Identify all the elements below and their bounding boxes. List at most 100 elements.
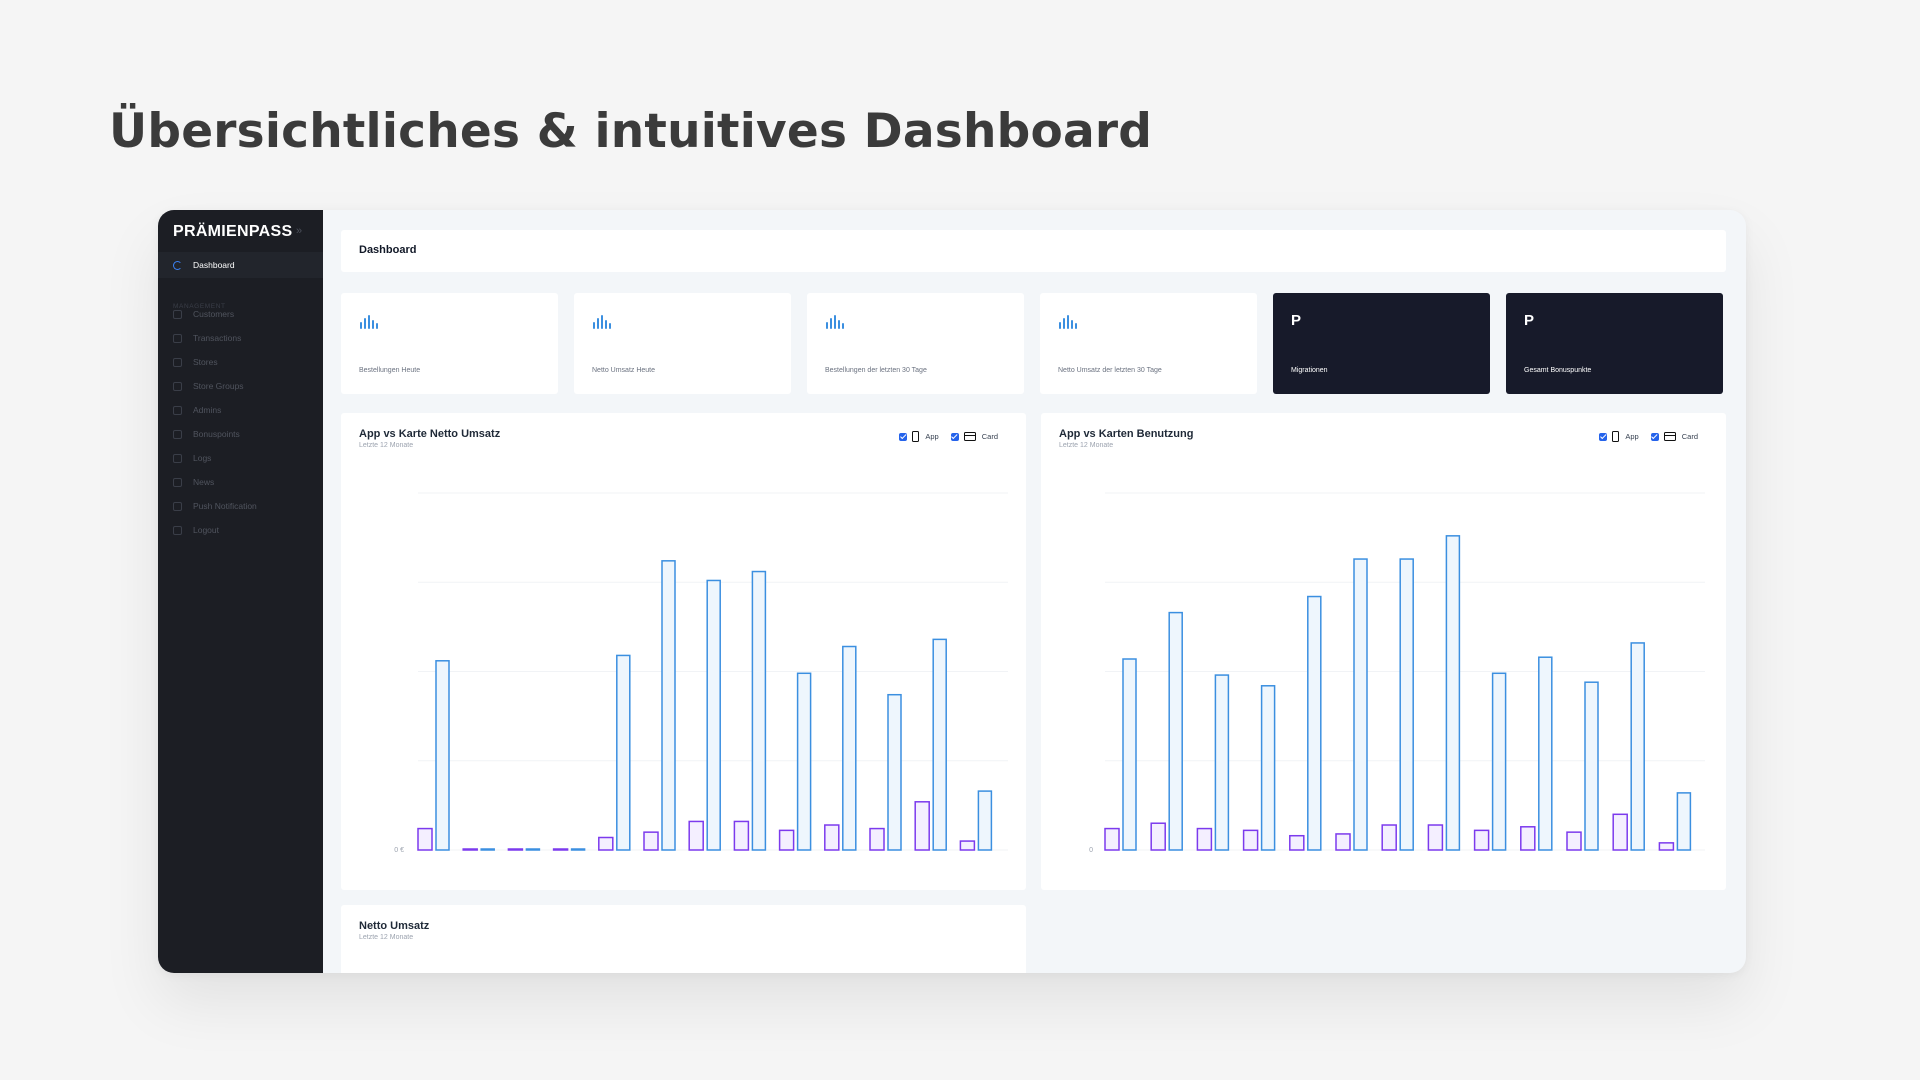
bar-card-4 [1307,595,1322,851]
bar-app-11 [914,801,930,851]
legend-app-label: App [1625,432,1639,441]
chart-panel-netto-umsatz: Netto Umsatz Letzte 12 Monate [341,905,1026,973]
chart-title: App vs Karten Benutzung [1059,428,1194,440]
bar-card-11 [1630,642,1645,851]
y-tick-label: 0 [1089,847,1093,854]
bar-app-9 [1520,826,1536,851]
phone-icon [1612,431,1620,442]
sidebar-item-label: Logout [193,525,219,535]
stat-card-3[interactable]: Netto Umsatz der letzten 30 Tage [1040,293,1257,394]
bar-app-8 [778,829,795,851]
sidebar-item-6[interactable]: Logs [173,451,211,465]
bar-chart-karten-benutzung: 0 [1089,492,1705,854]
credit-card-icon [963,432,976,441]
admin-icon [173,405,182,415]
stat-card-4[interactable]: P Migrationen [1273,293,1490,394]
sidebar-item-3[interactable]: Store Groups [173,379,244,393]
sidebar-item-5[interactable]: Bonuspoints [173,427,240,441]
chart-panel-netto-umsatz-app-karte: App vs Karte Netto Umsatz Letzte 12 Mona… [341,413,1026,890]
sidebar-item-label: News [193,477,215,487]
app-checkbox[interactable] [1599,432,1608,441]
bar-app-2 [507,848,524,851]
bar-card-2 [525,848,541,851]
bar-chart-icon [593,315,611,329]
bar-card-10 [1584,681,1599,851]
sidebar-item-2[interactable]: Stores [173,355,218,369]
bar-app-0 [417,827,433,851]
stat-card-label: Netto Umsatz der letzten 30 Tage [1058,367,1162,374]
bar-chart-netto-umsatz: 0 € [394,492,1008,854]
stat-card-5[interactable]: P Gesamt Bonuspunkte [1506,293,1723,394]
bar-card-11 [932,638,947,851]
bar-card-1 [1168,611,1183,851]
bar-card-3 [1260,685,1276,851]
bar-card-0 [435,660,450,851]
topbar: Dashboard [341,230,1726,272]
sidebar-item-label: Store Groups [193,381,244,391]
brand-logo[interactable]: PRÄMIENPASS [173,223,293,240]
bar-app-1 [1150,822,1166,851]
bell-icon [173,501,182,511]
stat-card-1[interactable]: Netto Umsatz Heute [574,293,791,394]
page-title: Dashboard [359,244,417,256]
sidebar: PRÄMIENPASS » Dashboard MANAGEMENT Custo… [158,210,323,973]
points-logo-icon: P [1291,312,1302,329]
bar-card-8 [796,672,812,851]
bar-card-9 [842,645,857,851]
page-headline: Übersichtliches & intuitives Dashboard [109,104,1153,159]
sidebar-section-label: MANAGEMENT [173,303,226,310]
legend-app-label: App [925,432,939,441]
collapse-icon[interactable]: » [296,225,303,237]
store-group-icon [173,381,182,391]
sidebar-item-dashboard-row[interactable]: Dashboard [173,258,235,272]
bar-app-6 [688,820,704,851]
bar-app-8 [1473,829,1490,851]
stat-card-label: Bestellungen Heute [359,367,421,374]
credit-card-icon [1663,432,1676,441]
bar-app-4 [1289,834,1305,851]
sidebar-item-4[interactable]: Admins [173,403,221,417]
bar-card-8 [1491,672,1507,851]
sidebar-item-label: Stores [193,357,218,367]
y-tick-label: 0 € [394,847,404,854]
bar-app-11 [1612,813,1628,851]
stat-card-label: Netto Umsatz Heute [592,367,656,374]
stat-card-label: Bestellungen der letzten 30 Tage [825,367,927,374]
bar-chart-icon [360,315,378,329]
sidebar-item-dashboard[interactable] [158,252,323,278]
bar-app-12 [1658,842,1675,851]
sidebar-item-label: Bonuspoints [193,429,240,439]
bar-card-10 [887,693,902,851]
chart-legend: App Card [899,431,998,442]
chart-subtitle: Letzte 12 Monate [359,934,414,941]
dashboard-icon [173,260,182,270]
sidebar-item-7[interactable]: News [173,475,214,489]
bar-app-7 [733,820,750,851]
stat-card-0[interactable]: Bestellungen Heute [341,293,558,394]
bar-app-1 [462,848,478,851]
card-checkbox[interactable] [1650,432,1659,441]
bar-card-9 [1538,656,1553,851]
chart-title: App vs Karte Netto Umsatz [359,428,501,440]
bar-app-9 [824,824,840,851]
card-checkbox[interactable] [950,432,959,441]
bar-card-7 [751,570,767,851]
sidebar-item-0[interactable]: Customers [173,307,234,321]
logout-icon [173,525,182,535]
app-checkbox[interactable] [899,432,908,441]
bar-card-12 [977,790,993,851]
bar-app-7 [1427,824,1444,851]
sidebar-item-1[interactable]: Transactions [173,331,241,345]
stat-card-2[interactable]: Bestellungen der letzten 30 Tage [807,293,1024,394]
chart-legend: App Card [1599,431,1698,442]
bar-app-3 [552,848,569,851]
phone-icon [912,431,920,442]
sidebar-item-8[interactable]: Push Notification [173,499,257,513]
bar-app-5 [1335,833,1351,851]
bar-app-10 [869,827,885,851]
bar-card-0 [1122,658,1137,851]
bar-app-5 [643,831,659,851]
cart-icon [173,333,182,343]
legend-card-label: Card [1681,432,1698,441]
sidebar-item-9[interactable]: Logout [173,523,219,537]
